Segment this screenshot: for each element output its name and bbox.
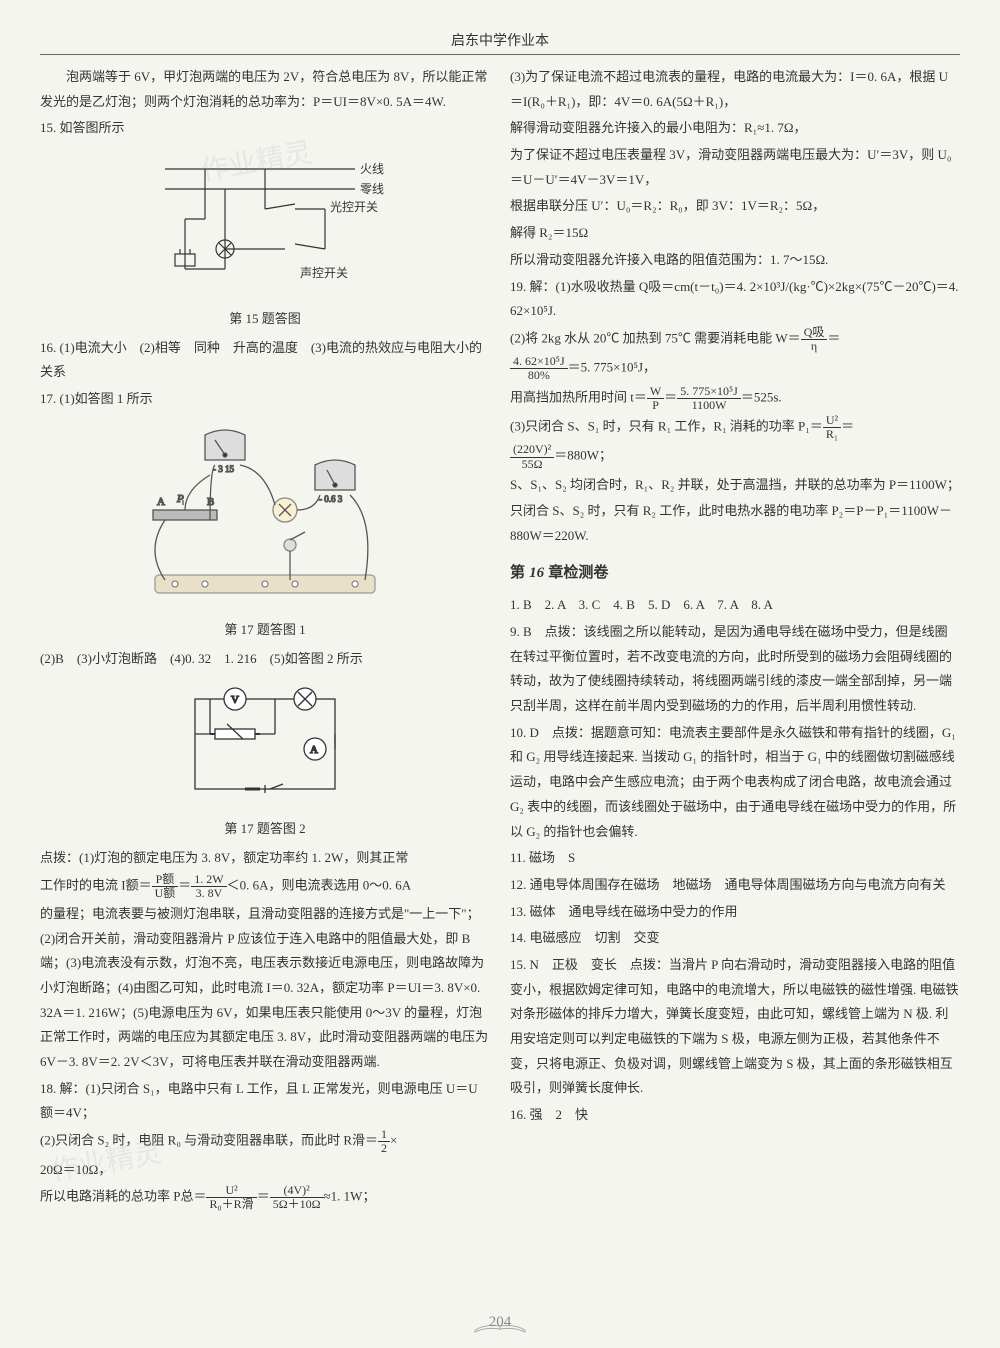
right-column: (3)为了保证电流不超过电流表的量程，电路的电流最大为：I＝0. 6A，根据 U… [510, 65, 960, 1214]
text-block: 13. 磁体 通电导线在磁场中受力的作用 [510, 900, 960, 925]
figure-caption: 第 15 题答图 [40, 307, 490, 332]
text-block: S、S₁、S₂ 均闭合时，R₁、R₂ 并联，处于高温挡，并联的总功率为 P＝11… [510, 473, 960, 498]
text-block: 用高挡加热所用时间 t＝WP＝5. 775×10⁵J1100W＝525s. [510, 385, 960, 412]
svg-text:A: A [310, 744, 318, 756]
text-block: 17. (1)如答图 1 所示 [40, 387, 490, 412]
text-block: 19. 解：(1)水吸收热量 Q吸＝cm(t－t₀)＝4. 2×10³J/(kg… [510, 275, 960, 324]
text-block: 12. 通电导体周围存在磁场 地磁场 通电导体周围磁场方向与电流方向有关 [510, 873, 960, 898]
text-block: 9. B 点拨：该线圈之所以能转动，是因为通电导线在磁场中受力，但是线圈在转过平… [510, 620, 960, 719]
text-block: 4. 62×10⁵J80%＝5. 775×10⁵J， [510, 355, 960, 382]
text-block: 18. 解：(1)只闭合 S₁，电路中只有 L 工作，且 L 正常发光，则电源电… [40, 1077, 490, 1126]
page-footer: 204 [0, 1312, 1000, 1336]
text-block: 16. 强 2 快 [510, 1103, 960, 1128]
figure-caption: 第 17 题答图 2 [40, 817, 490, 842]
svg-text:- 3 15: - 3 15 [213, 464, 234, 474]
text-block: 14. 电磁感应 切割 交变 [510, 926, 960, 951]
svg-text:V: V [231, 694, 239, 706]
text-block: (2)B (3)小灯泡断路 (4)0. 32 1. 216 (5)如答图 2 所… [40, 647, 490, 672]
svg-text:零线: 零线 [360, 182, 384, 196]
text-block: 根据串联分压 U′：U₀＝R₂：R₀，即 3V：1V＝R₂：5Ω， [510, 194, 960, 219]
text-block: 所以电路消耗的总功率 P总＝U²R₀＋R滑＝(4V)²5Ω＋10Ω≈1. 1W； [40, 1184, 490, 1211]
text-block: 点拨：(1)灯泡的额定电压为 3. 8V，额定功率约 1. 2W，则其正常 [40, 846, 490, 871]
text-block: 11. 磁场 S [510, 846, 960, 871]
header-divider [40, 54, 960, 55]
circuit-diagram-17-1: - 3 15 - 0.6 3 A P B [115, 420, 415, 610]
text-block: 为了保证不超过电压表量程 3V，滑动变阻器两端电压最大为：U′＝3V，则 U₀＝… [510, 143, 960, 192]
text-block: 15. N 正极 变长 点拨：当滑片 P 向右滑动时，滑动变阻器接入电路的阻值变… [510, 953, 960, 1101]
text-block: (3)为了保证电流不超过电流表的量程，电路的电流最大为：I＝0. 6A，根据 U… [510, 65, 960, 114]
text-block: 20Ω＝10Ω， [40, 1158, 490, 1183]
figure-caption: 第 17 题答图 1 [40, 618, 490, 643]
content-columns: 泡两端等于 6V，甲灯泡两端的电压为 2V，符合总电压为 8V，所以能正常发光的… [40, 65, 960, 1214]
text-block: (2)将 2kg 水从 20℃ 加热到 75℃ 需要消耗电能 W＝Q吸η＝ [510, 326, 960, 353]
svg-text:火线: 火线 [360, 162, 384, 176]
text-block: 15. 如答图所示 [40, 116, 490, 141]
text-block: 解得滑动变阻器允许接入的最小电阻为：R₁≈1. 7Ω， [510, 116, 960, 141]
page-title: 启东中学作业本 [40, 30, 960, 50]
circuit-diagram-15: 火线 零线 光控开关 声控开关 [125, 149, 405, 299]
text-block: 泡两端等于 6V，甲灯泡两端的电压为 2V，符合总电压为 8V，所以能正常发光的… [40, 65, 490, 114]
svg-text:- 0.6 3: - 0.6 3 [319, 494, 343, 504]
circuit-diagram-17-2: V A [165, 679, 365, 809]
svg-text:光控开关: 光控开关 [330, 200, 378, 214]
svg-text:A: A [157, 496, 165, 508]
section-heading: 第 16 章检测卷 [510, 559, 960, 588]
text-block: 只闭合 S、S₂ 时，只有 R₂ 工作，此时电热水器的电功率 P₂＝P－P₁＝1… [510, 499, 960, 548]
text-block: 解得 R₂＝15Ω [510, 221, 960, 246]
page-number: 204 [483, 1314, 518, 1331]
text-block: 所以滑动变阻器允许接入电路的阻值范围为：1. 7～15Ω. [510, 248, 960, 273]
svg-text:声控开关: 声控开关 [300, 266, 348, 280]
text-block: 工作时的电流 I额＝P额U额＝1. 2W3. 8V＜0. 6A，则电流表选用 0… [40, 873, 490, 900]
text-block: (2)只闭合 S₂ 时，电阻 R₀ 与滑动变阻器串联，而此时 R滑＝12× [40, 1128, 490, 1155]
text-block: 10. D 点拨：据题意可知：电流表主要部件是永久磁铁和带有指针的线圈，G₁ 和… [510, 721, 960, 844]
text-block: 1. B 2. A 3. C 4. B 5. D 6. A 7. A 8. A [510, 593, 960, 618]
text-block: 的量程；电流表要与被测灯泡串联，且滑动变阻器的连接方式是"一上一下"；(2)闭合… [40, 902, 490, 1075]
text-block: 16. (1)电流大小 (2)相等 同种 升高的温度 (3)电流的热效应与电阻大… [40, 336, 490, 385]
left-column: 泡两端等于 6V，甲灯泡两端的电压为 2V，符合总电压为 8V，所以能正常发光的… [40, 65, 490, 1214]
svg-text:P: P [176, 493, 184, 505]
text-block: (3)只闭合 S、S₁ 时，只有 R₁ 工作，R₁ 消耗的功率 P₁＝U²R₁＝ [510, 414, 960, 441]
text-block: (220V)²55Ω＝880W； [510, 443, 960, 470]
